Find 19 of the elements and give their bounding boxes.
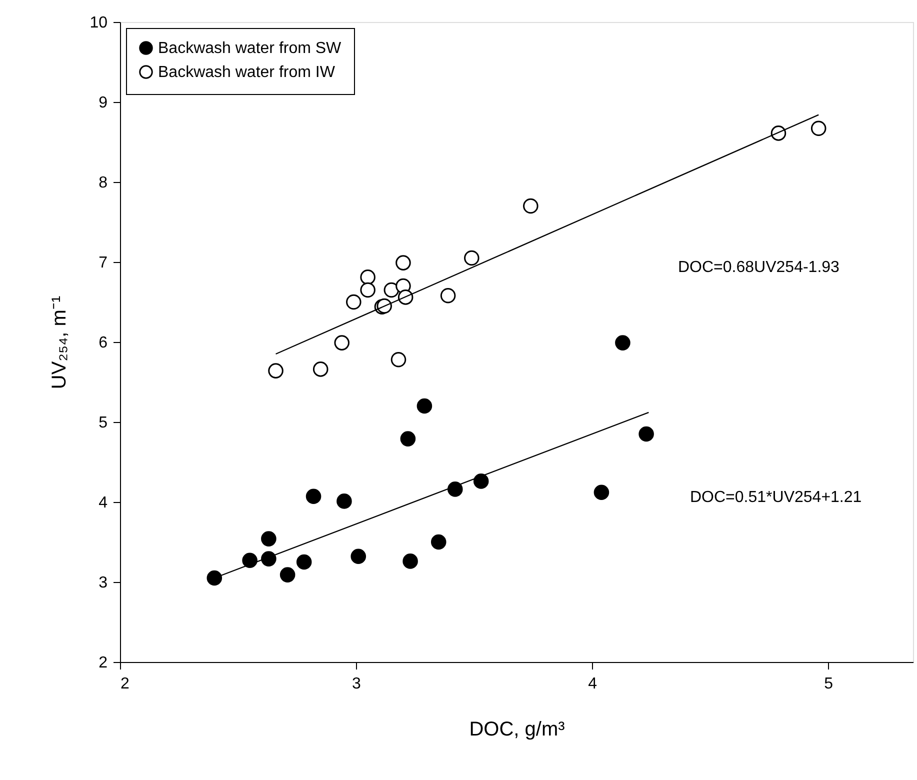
y-tick-label: 3	[98, 574, 108, 592]
legend-label: Backwash water from SW	[158, 40, 342, 57]
x-tick-label: 2	[120, 676, 130, 692]
y-tick-label: 4	[98, 494, 108, 512]
legend-label: Backwash water from IW	[158, 64, 336, 81]
x-tick-label: 4	[588, 676, 598, 692]
x-axis-title: DOC, g/m³	[469, 718, 566, 740]
y-tick-label: 7	[98, 254, 108, 272]
x-tick-label: 3	[352, 676, 362, 692]
y-tick-label: 6	[98, 334, 108, 352]
y-tick-label: 10	[90, 14, 108, 32]
y-tick-label: 9	[98, 94, 108, 112]
annotation: DOC=0.68UV254-1.93	[678, 259, 840, 276]
annotation: DOC=0.51*UV254+1.21	[690, 489, 862, 506]
y-axis-title: UV₂₅₄, m⁻¹	[48, 296, 71, 390]
y-tick-label: 8	[98, 174, 108, 192]
y-tick-label: 5	[98, 414, 108, 432]
y-tick-label: 2	[98, 654, 108, 672]
x-tick-label: 5	[824, 676, 834, 692]
